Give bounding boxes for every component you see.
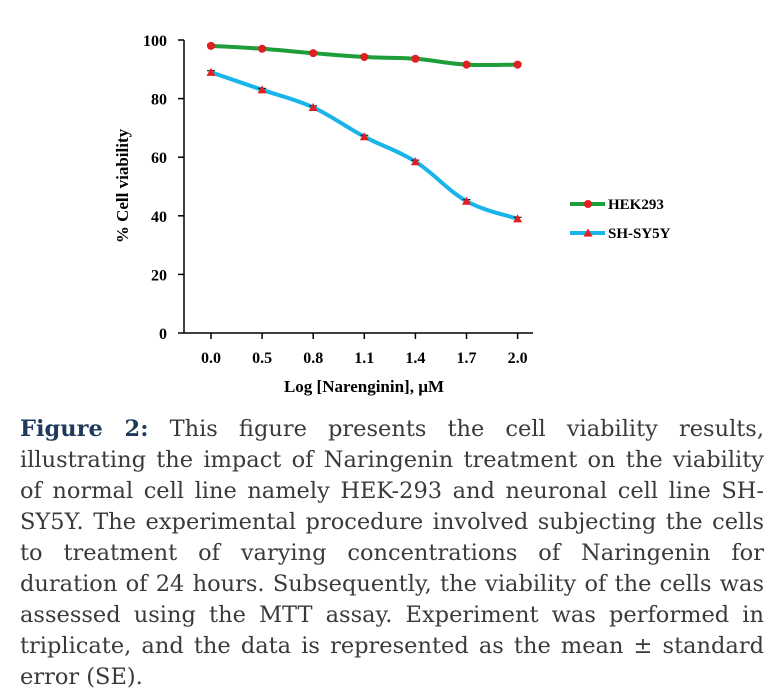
- line-chart: 0 20 40 60 80 100 0.0 0.5 0.8 1.1 1.4 1.7 2.0 % Cel…: [113, 33, 671, 396]
- data-point: [462, 60, 471, 69]
- data-point: [206, 67, 216, 76]
- legend-item: HEK293: [570, 197, 664, 213]
- series-hek293: [207, 41, 522, 69]
- legend-item: SH-SY5Y: [570, 226, 671, 242]
- figure-caption: Figure 2: This figure presents the cell …: [20, 414, 764, 693]
- y-tick-label: 60: [151, 150, 167, 167]
- data-point: [207, 41, 215, 50]
- x-tick-label: 0.8: [303, 350, 323, 367]
- data-point: [257, 85, 267, 94]
- data-point: [359, 132, 369, 141]
- x-tick-label: 1.7: [457, 350, 477, 367]
- data-point: [309, 49, 318, 58]
- x-tick-label: 1.1: [354, 350, 374, 367]
- data-point: [513, 60, 522, 69]
- legend: HEK293 SH-SY5Y: [570, 197, 671, 242]
- y-tick-label: 100: [143, 33, 167, 50]
- data-point: [360, 52, 369, 61]
- y-tick-label: 80: [151, 92, 167, 109]
- x-tick-label: 0.5: [252, 350, 272, 367]
- figure-label: Figure 2:: [20, 416, 149, 442]
- caption-text: This figure presents the cell viability …: [20, 416, 765, 690]
- data-point: [308, 102, 318, 111]
- data-point: [258, 44, 267, 53]
- series-group: [206, 41, 523, 223]
- data-point: [462, 196, 471, 205]
- axes: [183, 40, 533, 334]
- y-tick-label: 0: [159, 326, 167, 343]
- legend-marker: [583, 228, 593, 237]
- x-axis-ticks: 0.0 0.5 0.8 1.1 1.4 1.7 2.0: [201, 333, 528, 367]
- y-tick-label: 20: [151, 267, 167, 284]
- x-tick-label: 0.0: [201, 350, 221, 367]
- x-axis-title: Log [Narenginin], µM: [284, 377, 444, 396]
- data-point: [410, 157, 420, 166]
- data-point: [513, 214, 523, 223]
- y-tick-label: 40: [151, 209, 167, 226]
- legend-label: HEK293: [608, 197, 664, 213]
- legend-label: SH-SY5Y: [608, 226, 671, 242]
- legend-marker: [584, 200, 592, 208]
- data-point: [411, 54, 420, 63]
- y-axis-title: % Cell viability: [113, 128, 132, 243]
- series-sh-sy5y: [206, 67, 523, 223]
- y-axis-ticks: 0 20 40 60 80 100: [143, 33, 184, 343]
- x-tick-label: 2.0: [508, 350, 528, 367]
- x-tick-label: 1.4: [405, 350, 425, 367]
- series-line: [209, 70, 520, 221]
